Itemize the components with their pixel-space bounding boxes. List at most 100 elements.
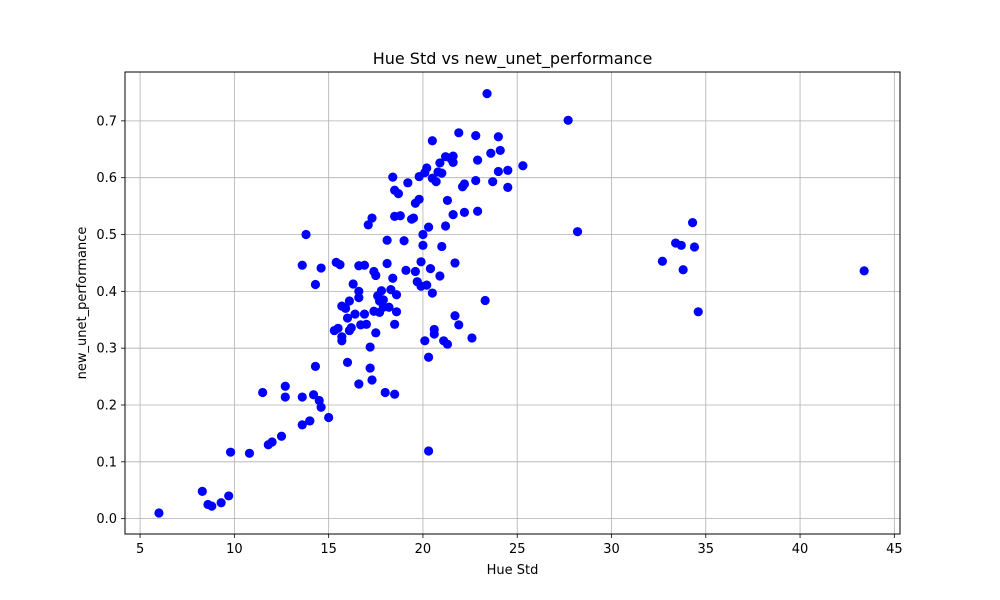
data-point xyxy=(382,258,392,269)
data-point xyxy=(401,265,411,275)
data-point xyxy=(395,211,405,221)
data-point xyxy=(344,296,354,306)
data-point xyxy=(399,236,409,246)
data-point xyxy=(859,266,869,276)
data-point xyxy=(267,437,277,447)
data-point xyxy=(495,145,505,156)
data-point xyxy=(376,286,387,296)
y-tick-label: 0.5 xyxy=(96,228,117,243)
y-tick-label: 0.3 xyxy=(96,342,117,357)
data-point xyxy=(342,313,353,323)
data-point xyxy=(216,498,226,508)
data-point xyxy=(333,323,343,333)
y-axis-label: new_unet_performance xyxy=(75,227,90,380)
data-point xyxy=(471,131,481,141)
data-point xyxy=(225,447,236,457)
data-point xyxy=(563,115,573,125)
data-point xyxy=(301,229,311,240)
data-point xyxy=(689,242,700,252)
data-point xyxy=(414,194,424,204)
data-point xyxy=(572,227,583,237)
data-point xyxy=(380,387,390,398)
data-point xyxy=(244,448,255,458)
data-point xyxy=(480,295,490,306)
data-point xyxy=(435,271,445,281)
data-point xyxy=(382,235,392,245)
grid xyxy=(125,72,900,534)
data-point xyxy=(437,168,447,178)
data-point xyxy=(388,172,398,182)
x-tick-label: 5 xyxy=(136,542,144,557)
data-point xyxy=(423,222,434,232)
data-point xyxy=(429,329,439,339)
data-point xyxy=(337,336,347,346)
data-points xyxy=(154,88,869,518)
data-point xyxy=(378,295,388,305)
data-point xyxy=(297,260,307,270)
y-tick-label: 0.2 xyxy=(96,399,117,414)
data-point xyxy=(280,392,290,402)
data-point xyxy=(657,256,668,266)
data-point xyxy=(518,161,528,171)
x-tick-label: 35 xyxy=(698,542,715,557)
y-tick-label: 0.7 xyxy=(96,114,117,129)
data-point xyxy=(431,177,441,187)
data-point xyxy=(154,508,164,518)
data-point xyxy=(459,179,470,189)
data-point xyxy=(440,221,451,231)
data-point xyxy=(305,416,315,426)
data-point xyxy=(324,412,334,423)
data-point xyxy=(371,328,381,338)
data-point xyxy=(503,165,513,175)
data-point xyxy=(341,303,351,313)
chart-title: Hue Std vs new_unet_performance xyxy=(373,49,653,69)
data-point xyxy=(207,501,217,511)
data-point xyxy=(676,240,686,250)
data-point xyxy=(425,264,436,274)
data-point xyxy=(365,363,375,373)
data-point xyxy=(350,309,360,319)
y-tick-label: 0.1 xyxy=(96,455,117,470)
y-tick-label: 0.4 xyxy=(96,285,117,300)
data-point xyxy=(448,210,458,220)
data-point xyxy=(420,336,430,346)
data-point xyxy=(297,392,307,402)
data-point xyxy=(693,307,703,317)
data-point xyxy=(450,311,460,321)
data-point xyxy=(316,263,326,273)
data-point xyxy=(403,178,413,188)
data-point xyxy=(276,431,287,441)
data-point xyxy=(418,229,428,240)
data-point xyxy=(280,381,290,391)
data-point xyxy=(493,132,503,142)
data-point xyxy=(354,379,364,389)
data-point xyxy=(427,136,437,146)
data-point xyxy=(442,195,453,206)
data-point xyxy=(391,290,402,300)
data-point xyxy=(416,257,426,267)
data-point xyxy=(427,288,437,298)
data-point xyxy=(390,319,400,329)
data-point xyxy=(390,389,400,399)
y-tick-label: 0.6 xyxy=(96,171,117,186)
data-point xyxy=(442,339,453,349)
data-point xyxy=(459,207,470,217)
data-point xyxy=(437,241,447,252)
data-point xyxy=(388,273,398,283)
data-point xyxy=(258,387,268,398)
x-tick-label: 30 xyxy=(603,542,620,557)
data-point xyxy=(371,270,381,281)
data-point xyxy=(687,217,698,228)
data-point xyxy=(454,320,464,330)
data-point xyxy=(335,260,345,270)
data-point xyxy=(473,206,483,216)
data-point xyxy=(308,390,319,400)
data-point xyxy=(310,279,321,290)
data-point xyxy=(467,333,477,343)
x-tick-label: 15 xyxy=(320,542,337,557)
x-tick-label: 45 xyxy=(886,542,903,557)
data-point xyxy=(423,446,434,456)
